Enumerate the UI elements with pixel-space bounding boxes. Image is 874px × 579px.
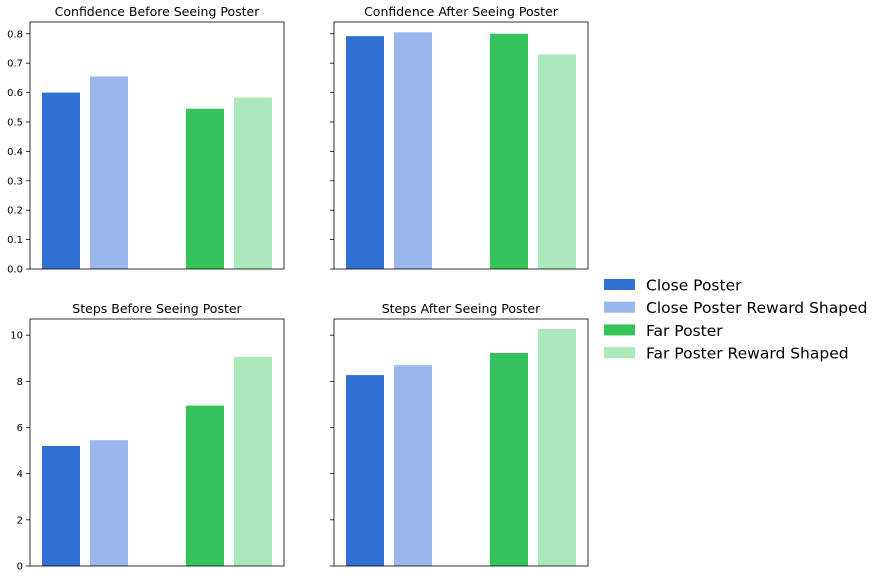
y-tick-label: 6 (17, 423, 23, 434)
y-tick-label: 8 (17, 377, 23, 388)
bar-steps-before-3 (186, 405, 224, 566)
bar-steps-before-2 (90, 440, 128, 566)
bar-confidence-after-1 (346, 36, 384, 269)
chart-panel-confidence-before: 0.0 0.1 0.2 0.3 0.4 0.5 0.6 0.7 0.8 Confidence Be… (7, 4, 285, 276)
legend-swatch (604, 324, 635, 336)
y-tick-label: 0.1 (7, 235, 23, 246)
y-tick-label: 2 (17, 515, 23, 526)
axes-frame (333, 21, 589, 270)
y-tick-label: 0.8 (7, 29, 23, 40)
bar-steps-after-1 (346, 375, 384, 566)
y-tick-label: 0.7 (7, 59, 23, 70)
y-tick-label: 0.4 (7, 147, 23, 158)
y-tick-label: 0.3 (7, 176, 23, 187)
legend-label: Far Poster Reward Shaped (646, 345, 849, 363)
legend: Close Poster Close Poster Reward Shaped Fa… (604, 277, 867, 363)
y-tick-label: 0.5 (7, 117, 23, 128)
bar-steps-after-4 (538, 328, 576, 566)
bar-steps-after-2 (394, 365, 432, 566)
bar-confidence-before-1 (42, 92, 80, 269)
y-tick-label: 10 (10, 331, 23, 342)
chart-title: Confidence After Seeing Poster (364, 4, 559, 19)
y-tick-label: 0.0 (7, 265, 23, 276)
y-tick-label: 0 (17, 562, 23, 573)
bar-confidence-before-3 (186, 108, 224, 269)
bar-confidence-after-4 (538, 54, 576, 269)
axes-frame (29, 21, 285, 270)
bar-steps-before-1 (42, 445, 80, 566)
legend-swatch (604, 347, 635, 359)
legend-swatch (604, 301, 635, 313)
bar-confidence-before-4 (234, 97, 272, 269)
bar-steps-before-4 (234, 357, 272, 566)
chart-title: Steps Before Seeing Poster (72, 301, 242, 316)
legend-label: Close Poster Reward Shaped (646, 299, 867, 317)
chart-title: Steps After Seeing Poster (382, 301, 541, 316)
legend-label: Close Poster (646, 277, 742, 295)
bar-confidence-after-3 (490, 33, 528, 270)
chart-panel-steps-before: 0 2 4 6 8 10 Steps Before Seeing Poster (10, 301, 285, 573)
bar-steps-after-3 (490, 352, 528, 566)
legend-label: Far Poster (646, 322, 723, 340)
axes-frame (333, 318, 589, 567)
axes-frame (29, 318, 285, 567)
chart-panel-confidence-after: Confidence After Seeing Poster (330, 4, 589, 270)
bar-confidence-after-2 (394, 32, 432, 269)
chart-panel-steps-after: Steps After Seeing Poster (330, 301, 589, 567)
bar-confidence-before-2 (90, 76, 128, 270)
y-tick-label: 0.6 (7, 88, 23, 99)
legend-swatch (604, 279, 635, 290)
y-tick-label: 0.2 (7, 206, 23, 217)
y-tick-label: 4 (17, 469, 23, 480)
chart-title: Confidence Before Seeing Poster (55, 4, 261, 19)
